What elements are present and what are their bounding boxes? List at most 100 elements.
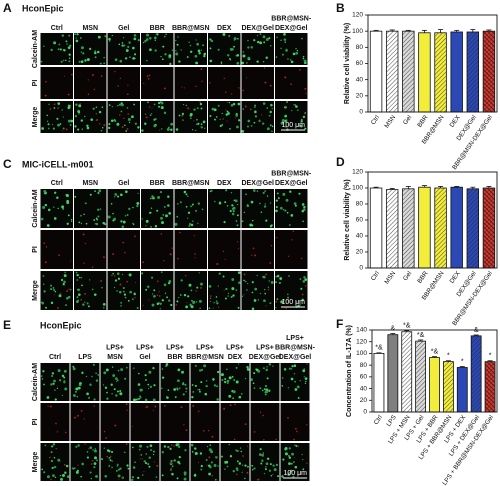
cell-dot (209, 38, 212, 41)
cell-dot (298, 192, 301, 195)
cell-dot (271, 130, 273, 133)
cell-dot (305, 285, 307, 287)
cell-dot (76, 279, 79, 281)
cell-dot (220, 61, 223, 63)
cell-dot (60, 60, 63, 63)
cell-dot (287, 473, 291, 477)
cell-dot (66, 290, 69, 292)
cell-dot (302, 369, 306, 373)
cell-dot (91, 459, 94, 462)
cell-dot (132, 426, 134, 428)
cell-dot (264, 203, 267, 205)
cell-dot (195, 129, 197, 132)
cell-dot (266, 107, 268, 109)
cell-dot (113, 388, 116, 391)
cell-dot (293, 364, 297, 368)
cell-dot (284, 452, 288, 456)
cell-dot (113, 275, 116, 277)
cell-dot (183, 87, 185, 89)
cell-dot (228, 376, 232, 380)
micrograph-bg (141, 67, 174, 99)
cell-dot (211, 474, 214, 477)
cell-dot (199, 390, 201, 393)
cell-dot (56, 196, 59, 200)
cell-dot (272, 464, 275, 467)
cell-dot (116, 470, 118, 472)
cell-dot (214, 200, 216, 203)
error-bar (445, 360, 451, 362)
cell-dot (144, 113, 147, 115)
micrograph (208, 67, 241, 99)
micrograph-bg (250, 403, 280, 441)
cell-dot (187, 195, 189, 198)
micrograph (130, 443, 160, 482)
cell-dot (302, 468, 305, 471)
micrograph (190, 403, 220, 441)
cell-dot (131, 478, 134, 482)
cell-dot (287, 255, 290, 257)
cell-dot (238, 462, 242, 465)
cell-dot (66, 43, 68, 45)
cell-dot (49, 456, 51, 459)
cell-dot (80, 37, 82, 39)
cell-dot (126, 214, 129, 216)
cell-dot (77, 128, 80, 131)
bar (434, 187, 447, 269)
cell-dot (143, 82, 145, 85)
cell-dot (173, 460, 175, 462)
cell-dot (156, 294, 159, 296)
cell-dot (183, 471, 187, 475)
cell-dot (119, 390, 122, 392)
cell-dot (175, 50, 177, 52)
cell-dot (90, 118, 94, 121)
error-bar (470, 186, 476, 189)
cell-dot (154, 405, 157, 408)
cell-dot (110, 383, 113, 386)
cell-dot (175, 303, 178, 306)
cell-dot (299, 124, 301, 127)
plot-frame (367, 171, 498, 269)
cell-dot (303, 376, 305, 378)
cell-dot (260, 211, 263, 213)
cell-dot (70, 119, 74, 123)
micrograph-bg (241, 189, 274, 228)
cell-dot (246, 77, 248, 79)
micrograph-bg (160, 403, 190, 441)
cell-dot (268, 114, 271, 117)
cell-dot (264, 393, 267, 396)
bar (466, 188, 480, 269)
cell-dot (304, 377, 308, 381)
cell-dot (158, 291, 160, 293)
cell-dot (119, 283, 122, 286)
row-label: Calcein-AM (32, 30, 39, 68)
cell-dot (285, 49, 288, 52)
column-label: Ctrl (51, 180, 63, 187)
cell-dot (245, 105, 247, 108)
cell-dot (84, 202, 87, 205)
cell-dot (234, 403, 236, 406)
cell-dot (195, 61, 198, 65)
cell-dot (184, 383, 187, 386)
cell-dot (241, 464, 244, 466)
cell-dot (155, 476, 158, 478)
cell-dot (56, 431, 59, 433)
cell-dot (283, 33, 286, 36)
cell-dot (300, 121, 302, 124)
cell-dot (163, 205, 166, 208)
micrograph (140, 271, 174, 310)
cell-dot (215, 296, 218, 298)
cell-dot (152, 450, 156, 453)
cell-dot (250, 46, 253, 49)
cell-dot (273, 468, 277, 472)
cell-dot (187, 295, 190, 298)
cell-dot (136, 204, 139, 208)
cell-dot (123, 293, 127, 296)
cell-dot (199, 307, 201, 309)
cell-dot (180, 279, 183, 282)
cell-dot (242, 108, 245, 110)
cell-dot (151, 303, 155, 307)
cell-dot (228, 443, 231, 446)
cell-dot (117, 195, 120, 198)
cell-dot (159, 191, 163, 194)
cell-dot (303, 276, 306, 279)
